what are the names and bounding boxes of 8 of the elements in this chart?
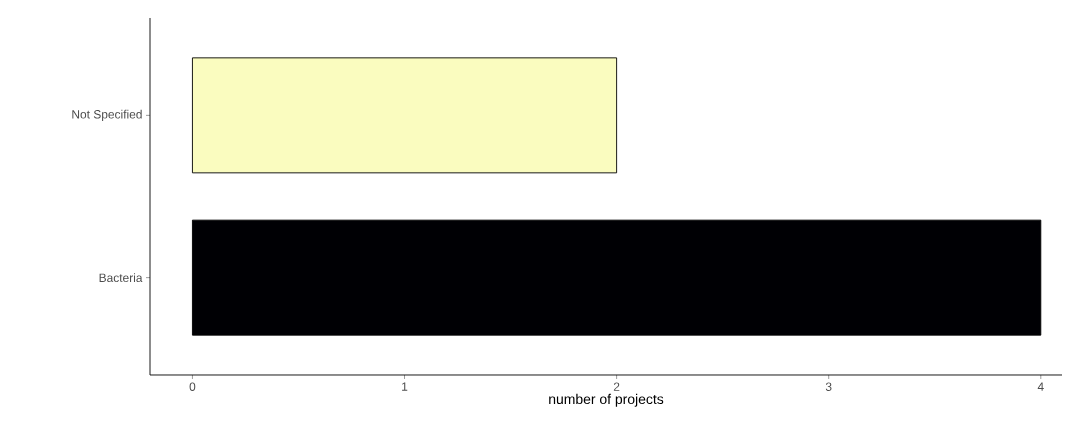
x-axis-title: number of projects — [549, 393, 664, 407]
x-tick-label: 3 — [825, 382, 832, 391]
y-tick-label: Bacteria — [99, 273, 143, 283]
x-tick-label: 1 — [402, 382, 408, 391]
x-tick-label: 4 — [1037, 382, 1044, 391]
x-tick-label: 0 — [189, 382, 196, 391]
x-tick-label: 2 — [613, 382, 620, 391]
y-tick-label: Not Specified — [72, 109, 142, 121]
